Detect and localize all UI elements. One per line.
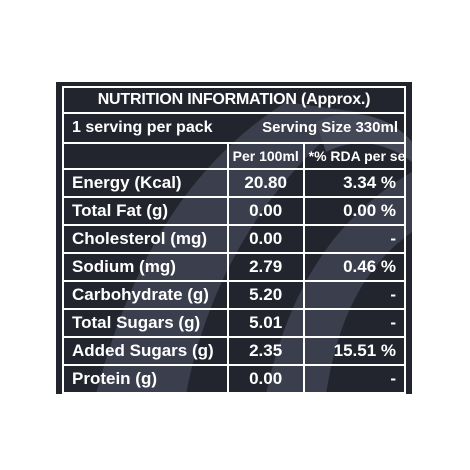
- nutrient-name: Total Sugars (g): [62, 308, 229, 338]
- nutrient-name: Energy (Kcal): [62, 168, 229, 198]
- table-row: Protein (g) 0.00 -: [62, 364, 407, 394]
- serving-size: Serving Size 330ml: [262, 119, 398, 136]
- header-per-100ml: Per 100ml: [226, 142, 305, 170]
- table-row: Energy (Kcal) 20.80 3.34 %: [62, 168, 407, 198]
- rda-value: 15.51 %: [302, 336, 407, 366]
- per-100ml-value: 5.20: [226, 280, 305, 310]
- nutrient-name: Total Fat (g): [62, 196, 229, 226]
- header-rda: *% RDA per serve: [302, 142, 407, 170]
- rda-value: -: [302, 364, 407, 394]
- per-100ml-value: 0.00: [226, 364, 305, 394]
- serving-per-pack: 1 serving per pack: [72, 119, 213, 136]
- nutrient-name: Protein (g): [62, 364, 229, 394]
- column-header-row: Per 100ml *% RDA per serve: [62, 142, 407, 170]
- per-100ml-value: 0.00: [226, 196, 305, 226]
- panel-title: NUTRITION INFORMATION (Approx.): [62, 86, 406, 114]
- table-row: Added Sugars (g) 2.35 15.51 %: [62, 336, 407, 366]
- per-100ml-value: 0.00: [226, 224, 305, 254]
- table-row: Sodium (mg) 2.79 0.46 %: [62, 252, 407, 282]
- nutrient-name: Sodium (mg): [62, 252, 229, 282]
- per-100ml-value: 5.01: [226, 308, 305, 338]
- rda-value: 0.46 %: [302, 252, 407, 282]
- rda-value: -: [302, 224, 407, 254]
- per-100ml-value: 2.79: [226, 252, 305, 282]
- table-row: Carbohydrate (g) 5.20 -: [62, 280, 407, 310]
- rda-value: 3.34 %: [302, 168, 407, 198]
- nutrition-table: NUTRITION INFORMATION (Approx.) 1 servin…: [62, 86, 407, 394]
- header-nutrient: [62, 142, 229, 170]
- table-row: Total Sugars (g) 5.01 -: [62, 308, 407, 338]
- table-row: Cholesterol (mg) 0.00 -: [62, 224, 407, 254]
- serving-info: 1 serving per pack Serving Size 330ml: [62, 112, 406, 144]
- nutrient-name: Cholesterol (mg): [62, 224, 229, 254]
- rda-value: -: [302, 308, 407, 338]
- per-100ml-value: 2.35: [226, 336, 305, 366]
- nutrient-name: Carbohydrate (g): [62, 280, 229, 310]
- per-100ml-value: 20.80: [226, 168, 305, 198]
- rda-value: 0.00 %: [302, 196, 407, 226]
- nutrition-panel: NUTRITION INFORMATION (Approx.) 1 servin…: [56, 82, 412, 394]
- nutrient-name: Added Sugars (g): [62, 336, 229, 366]
- rda-value: -: [302, 280, 407, 310]
- table-row: Total Fat (g) 0.00 0.00 %: [62, 196, 407, 226]
